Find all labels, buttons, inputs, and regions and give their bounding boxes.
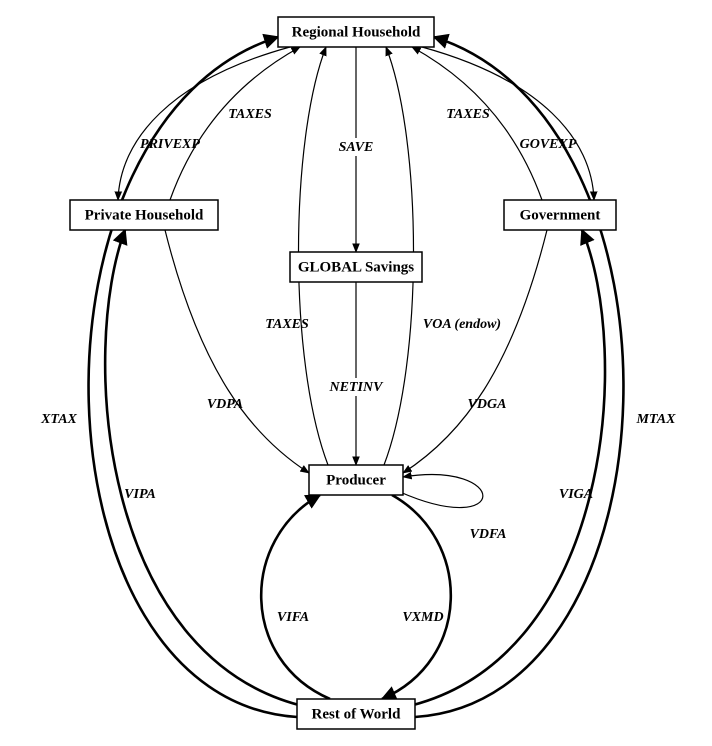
label-vipa: VIPA	[124, 487, 156, 502]
label-privexp: PRIVEXP	[140, 137, 200, 152]
edge-vifa	[261, 495, 330, 699]
label-netinv: NETINV	[329, 380, 385, 395]
label-vdfa: VDFA	[470, 527, 507, 542]
edge-vdga	[403, 230, 547, 473]
edge-vdfa	[400, 475, 483, 508]
edge-vipa	[105, 230, 307, 707]
node-government: Government	[504, 200, 616, 230]
node-rest-of-world-label: Rest of World	[312, 706, 402, 722]
label-vdga: VDGA	[468, 397, 507, 412]
node-global-savings-label: GLOBAL Savings	[298, 259, 414, 275]
label-taxes-gov: TAXES	[446, 107, 490, 122]
label-voa: VOA (endow)	[423, 317, 501, 332]
edge-vxmd	[382, 495, 451, 699]
edge-taxes-private	[170, 47, 300, 200]
label-taxes-producer: TAXES	[265, 317, 309, 332]
node-producer-label: Producer	[326, 472, 386, 488]
node-government-label: Government	[520, 207, 601, 223]
label-xtax: XTAX	[40, 412, 77, 427]
node-private-household: Private Household	[70, 200, 218, 230]
edge-taxes-gov	[412, 47, 542, 200]
label-vdpa: VDPA	[207, 397, 243, 412]
label-save: SAVE	[339, 140, 374, 155]
node-rest-of-world: Rest of World	[297, 699, 415, 729]
label-vifa: VIFA	[277, 610, 309, 625]
label-viga: VIGA	[559, 487, 593, 502]
label-mtax: MTAX	[636, 412, 677, 427]
node-producer: Producer	[309, 465, 403, 495]
node-global-savings: GLOBAL Savings	[290, 252, 422, 282]
edge-viga	[405, 230, 605, 707]
edge-vdpa	[165, 230, 309, 473]
label-vxmd: VXMD	[402, 610, 443, 625]
label-govexp: GOVEXP	[520, 137, 577, 152]
label-taxes-private: TAXES	[228, 107, 272, 122]
node-regional-household: Regional Household	[278, 17, 434, 47]
node-private-household-label: Private Household	[85, 207, 204, 223]
node-regional-household-label: Regional Household	[292, 24, 421, 40]
